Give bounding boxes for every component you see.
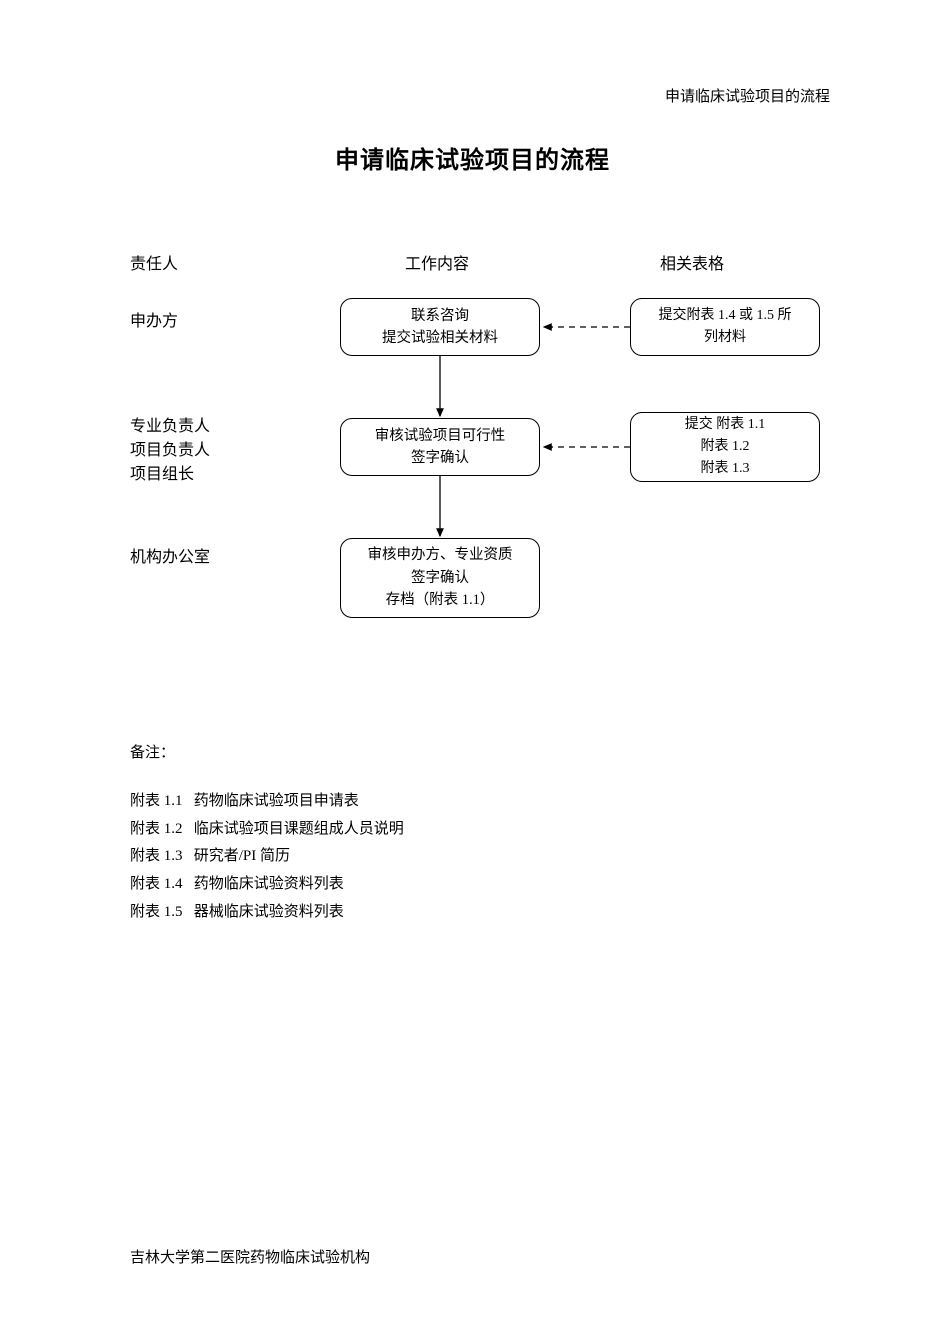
work-box-2-line-2: 签字确认	[347, 447, 533, 469]
work-box-3: 审核申办方、专业资质 签字确认 存档（附表 1.1）	[340, 538, 540, 618]
column-header-work: 工作内容	[405, 250, 469, 274]
side-box-2-line-1: 提交 附表 1.1	[637, 414, 813, 436]
page-title: 申请临床试验项目的流程	[0, 140, 945, 175]
notes-row-4: 附表 1.4 药物临床试验资料列表	[130, 871, 404, 899]
role-label-1: 申办方	[130, 310, 178, 334]
work-box-3-line-1: 审核申办方、专业资质	[347, 544, 533, 566]
work-box-2: 审核试验项目可行性 签字确认	[340, 418, 540, 476]
side-box-2-line-2: 附表 1.2	[637, 436, 813, 458]
work-box-3-line-2: 签字确认	[347, 567, 533, 589]
flowchart: 责任人 工作内容 相关表格 申办方 联系咨询 提交试验相关材料 提交附表 1.4…	[130, 230, 830, 680]
side-box-1: 提交附表 1.4 或 1.5 所 列材料	[630, 298, 820, 356]
page-footer: 吉林大学第二医院药物临床试验机构	[130, 1246, 370, 1267]
role-label-3: 机构办公室	[130, 546, 210, 570]
notes-title: 备注：	[130, 740, 404, 768]
work-box-3-line-3: 存档（附表 1.1）	[347, 589, 533, 611]
column-header-role: 责任人	[130, 250, 178, 274]
work-box-1-line-2: 提交试验相关材料	[347, 327, 533, 349]
side-box-1-line-2: 列材料	[637, 327, 813, 349]
role-label-2: 专业负责人 项目负责人 项目组长	[130, 415, 210, 487]
page-header-right: 申请临床试验项目的流程	[665, 85, 830, 106]
side-box-1-line-1: 提交附表 1.4 或 1.5 所	[637, 305, 813, 327]
work-box-1: 联系咨询 提交试验相关材料	[340, 298, 540, 356]
side-box-2-line-3: 附表 1.3	[637, 458, 813, 480]
work-box-2-line-1: 审核试验项目可行性	[347, 425, 533, 447]
notes-row-2: 附表 1.2 临床试验项目课题组成人员说明	[130, 816, 404, 844]
notes-section: 备注： 附表 1.1 药物临床试验项目申请表 附表 1.2 临床试验项目课题组成…	[130, 740, 404, 927]
notes-row-5: 附表 1.5 器械临床试验资料列表	[130, 899, 404, 927]
notes-row-3: 附表 1.3 研究者/PI 简历	[130, 843, 404, 871]
column-header-forms: 相关表格	[660, 250, 724, 274]
notes-row-1: 附表 1.1 药物临床试验项目申请表	[130, 788, 404, 816]
work-box-1-line-1: 联系咨询	[347, 305, 533, 327]
side-box-2: 提交 附表 1.1 附表 1.2 附表 1.3	[630, 412, 820, 482]
